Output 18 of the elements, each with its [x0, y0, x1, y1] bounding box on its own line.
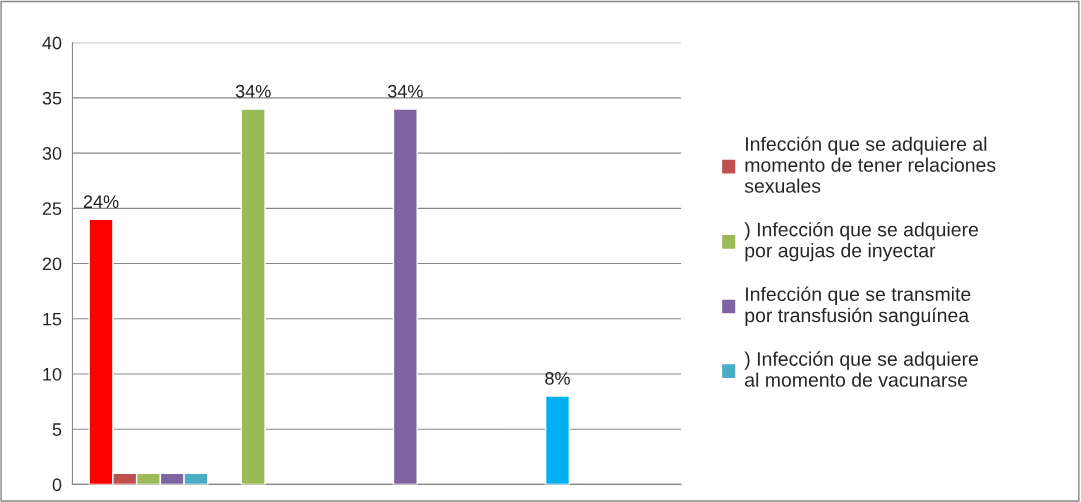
- y-tick-label: 10: [43, 367, 62, 381]
- legend-label: Infección que se adquiere al momento de tener relaciones sexuales: [744, 136, 996, 193]
- y-tick-label: 20: [42, 257, 62, 271]
- y-tick-label: 35: [42, 91, 62, 105]
- y-tick-label: 15: [43, 312, 62, 326]
- legend-label: Infección que se transmite por transfusión sanguínea: [745, 286, 971, 327]
- data-label: 8%: [545, 371, 570, 385]
- y-tick-label: 25: [42, 202, 62, 216]
- y-tick-label: 40: [42, 36, 62, 50]
- data-label: 34%: [387, 84, 423, 98]
- y-tick-label: 5: [52, 423, 62, 436]
- legend-label: ) Infección que se adquiere al momento de vacunarse: [744, 351, 978, 387]
- legend-label: ) Infección que se adquiere por agujas de inyectar: [744, 221, 978, 262]
- y-tick-label: 0: [52, 478, 62, 492]
- bar: [544, 395, 571, 485]
- data-label: 34%: [235, 84, 271, 98]
- y-tick-label: 30: [42, 147, 62, 160]
- data-label: 24%: [83, 195, 119, 208]
